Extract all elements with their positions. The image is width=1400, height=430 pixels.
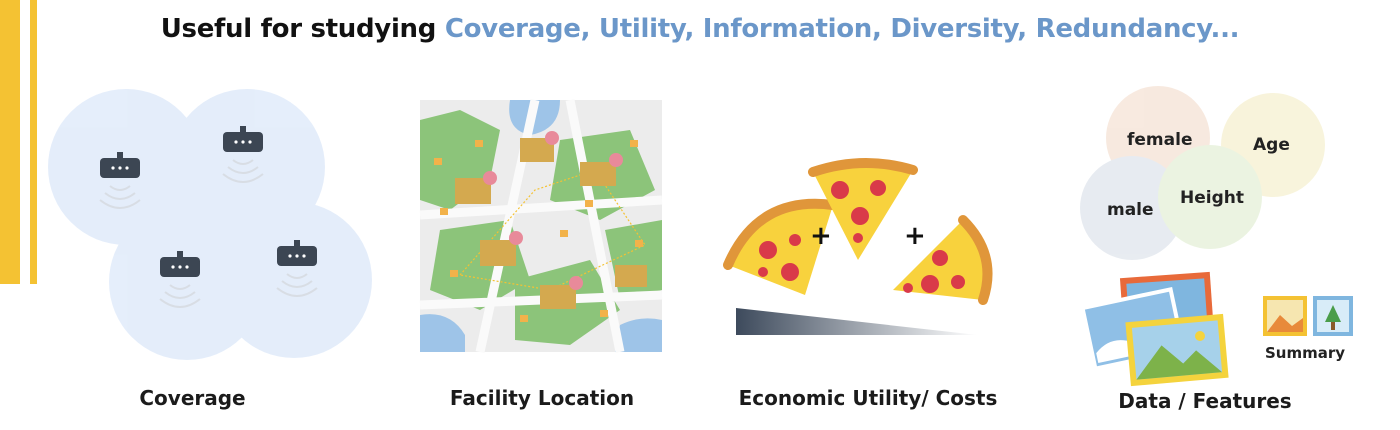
wifi-router-icon	[222, 126, 264, 183]
venn-circle-height	[1158, 145, 1262, 249]
panel-economic-utility: + + Economic Utility/ Costs	[718, 0, 1018, 430]
pizza-slice-icon	[893, 215, 993, 305]
wifi-router-icon	[99, 152, 141, 209]
wifi-router-icon	[159, 251, 201, 308]
wifi-router-icon	[276, 240, 318, 297]
panel-data-features: female Age male Height Summary Data / Fe…	[1070, 0, 1370, 430]
city-map-icon	[419, 99, 663, 353]
venn-features-diagram: female Age male Height Summary	[1080, 86, 1353, 387]
panel-label-coverage: Coverage	[139, 386, 246, 410]
accent-bar-thin	[30, 0, 37, 284]
headline: Useful for studying Coverage, Utility, I…	[0, 14, 1400, 44]
accent-bar	[0, 0, 20, 284]
pizza-slice-icon	[808, 157, 918, 260]
pizza-slice-icon	[723, 198, 838, 295]
venn-circle-male	[1080, 156, 1184, 260]
panel-label-facility-location: Facility Location	[449, 386, 635, 410]
venn-label-height: Height	[1180, 188, 1244, 208]
coverage-illustration	[48, 89, 372, 360]
svg-text:+: +	[810, 221, 832, 251]
summary-label: Summary	[1265, 344, 1345, 362]
panel-label-data-features: Data / Features	[1118, 389, 1292, 413]
summary-photos-icon	[1263, 296, 1353, 336]
venn-label-age: Age	[1253, 135, 1290, 155]
headline-highlight: Coverage, Utility, Information, Diversit…	[444, 14, 1240, 44]
panel-facility-location: Facility Location	[418, 0, 666, 430]
svg-text:+: +	[904, 221, 926, 251]
headline-prefix: Useful for studying	[160, 14, 445, 44]
cost-gradient-wedge	[736, 308, 978, 335]
pizza-slices-illustration: + +	[723, 157, 993, 335]
photo-stack-icon	[1080, 271, 1229, 387]
panel-coverage: Coverage	[40, 0, 385, 430]
panel-label-economic-utility: Economic Utility/ Costs	[738, 386, 998, 410]
venn-label-female: female	[1127, 130, 1192, 150]
venn-label-male: male	[1107, 200, 1154, 220]
